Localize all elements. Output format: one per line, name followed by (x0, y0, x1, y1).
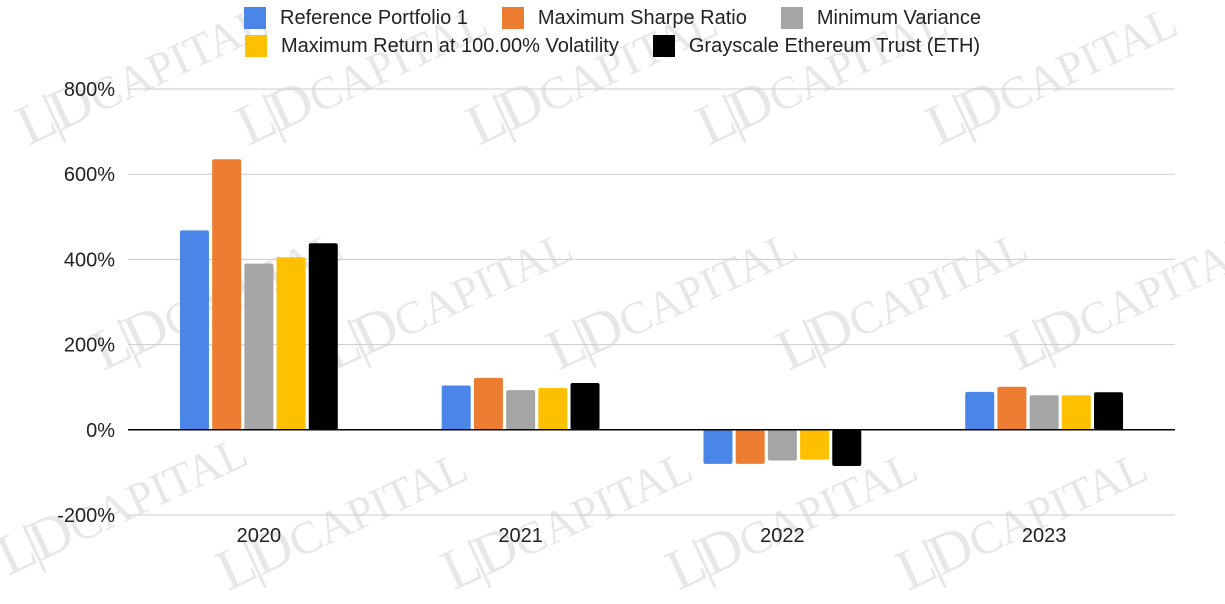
bar-2022-series-1[interactable] (735, 429, 765, 464)
legend-swatch-grayscale-eth (652, 35, 675, 57)
legend-label-minimum-variance: Minimum Variance (816, 6, 981, 29)
bar-2020-series-2[interactable] (244, 263, 274, 430)
y-tick-label: -200% (57, 505, 115, 527)
bar-2022-series-3[interactable] (800, 429, 830, 460)
x-tick-label: 2023 (1022, 525, 1067, 547)
legend-swatch-maximum-return (244, 35, 267, 57)
y-tick-label: 400% (64, 249, 115, 271)
y-tick-label: 600% (64, 164, 115, 186)
legend-item-grayscale-eth[interactable]: Grayscale Ethereum Trust (ETH) (652, 34, 981, 58)
bar-2023-series-1[interactable] (997, 386, 1027, 430)
x-tick-label: 2020 (237, 525, 282, 547)
legend-label-maximum-sharpe: Maximum Sharpe Ratio (537, 6, 747, 29)
legend-item-maximum-sharpe[interactable]: Maximum Sharpe Ratio (501, 6, 747, 30)
bar-2023-series-3[interactable] (1061, 395, 1091, 430)
bar-2023-series-0[interactable] (965, 391, 995, 430)
legend-item-reference-portfolio[interactable]: Reference Portfolio 1 (244, 7, 468, 30)
legend-label-reference-portfolio: Reference Portfolio 1 (280, 6, 468, 29)
legend-item-maximum-return[interactable]: Maximum Return at 100.00% Volatility (244, 34, 619, 58)
bar-2023-series-4[interactable] (1094, 392, 1124, 430)
bar-2021-series-0[interactable] (441, 385, 471, 430)
legend-label-maximum-return: Maximum Return at 100.00% Volatility (280, 34, 619, 57)
chart-legend: Reference Portfolio 1 Maximum Sharpe Rat… (0, 4, 1225, 60)
bar-2021-series-1[interactable] (473, 377, 503, 430)
bar-2022-series-0[interactable] (703, 429, 733, 464)
y-tick-label: 200% (64, 335, 115, 357)
legend-label-grayscale-eth: Grayscale Ethereum Trust (ETH) (688, 34, 981, 57)
legend-row-2: Maximum Return at 100.00% Volatility Gra… (0, 32, 1225, 60)
bar-2020-series-3[interactable] (276, 257, 306, 430)
axes: -200% 0% 200% 400% 600% 800% 2020 2021 2022 2023 (57, 79, 1175, 547)
x-tick-label: 2021 (498, 525, 543, 547)
bar-2021-series-4[interactable] (570, 382, 600, 430)
legend-swatch-maximum-sharpe (501, 7, 524, 29)
bar-2022-series-2[interactable] (767, 429, 797, 461)
bar-2020-series-0[interactable] (179, 230, 209, 430)
bar-2021-series-2[interactable] (506, 390, 536, 430)
bar-2023-series-2[interactable] (1029, 395, 1059, 430)
bar-chart-plot: -200% 0% 200% 400% 600% 800% 2020 2021 2022 2023 (57, 79, 1175, 547)
y-tick-label: 0% (86, 420, 115, 442)
x-tick-label: 2022 (760, 525, 805, 547)
legend-swatch-reference-portfolio (244, 7, 266, 29)
bar-2020-series-4[interactable] (308, 243, 338, 430)
y-tick-label: 800% (64, 79, 115, 101)
legend-swatch-minimum-variance (780, 7, 803, 29)
bar-2022-series-4[interactable] (832, 429, 862, 467)
bar-2020-series-1[interactable] (212, 159, 242, 430)
bar-2021-series-3[interactable] (538, 388, 568, 430)
legend-row-1: Reference Portfolio 1 Maximum Sharpe Rat… (0, 4, 1225, 32)
bars (179, 159, 1124, 467)
legend-item-minimum-variance[interactable]: Minimum Variance (780, 6, 981, 30)
